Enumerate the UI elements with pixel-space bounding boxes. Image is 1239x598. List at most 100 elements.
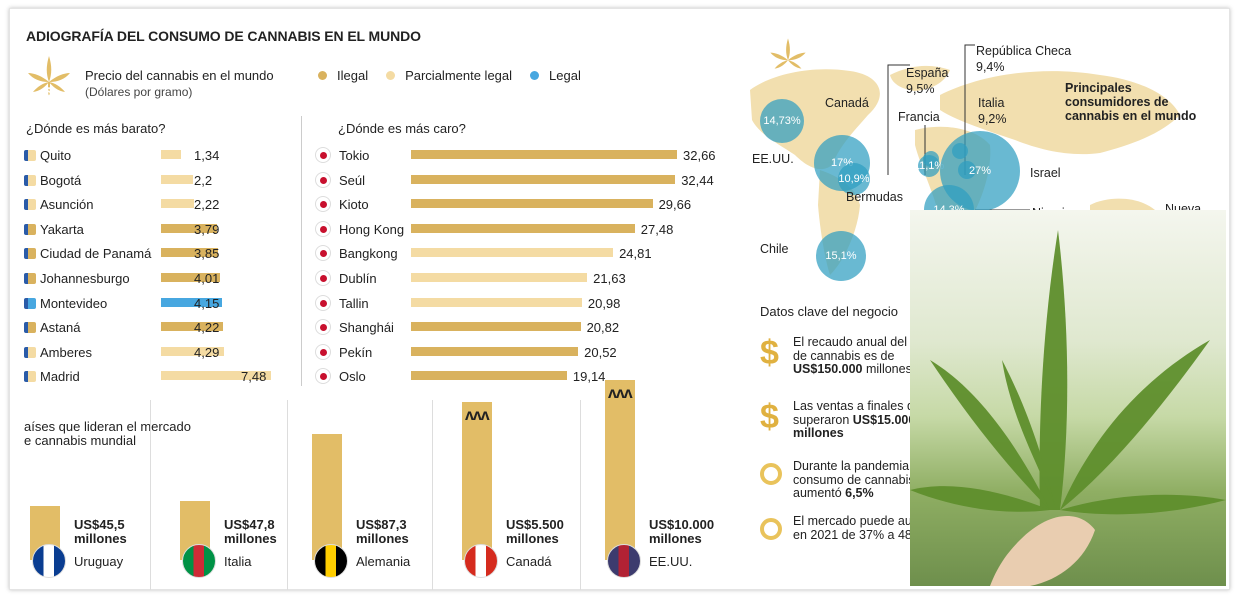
value-label: 27,48 [640,221,674,237]
bar [161,248,218,258]
bar-row: Asunción 2,22 [24,192,296,216]
flag-mark [320,176,327,184]
map-label: Chile [760,242,789,256]
dollar-icon: $ [760,398,779,436]
bar [411,174,676,184]
category-label: Yakarta [40,221,84,237]
bar [161,223,217,233]
legend-item-parcial: Parcialmente legal [386,68,512,83]
value-label: 20,82 [586,320,620,336]
value-label: 4,01 [194,271,220,286]
bar [161,322,224,332]
flag-mark [320,201,327,209]
flag-icon [315,196,331,213]
producers-title-text: aíses que lideran el mercado e cannabis … [24,419,191,448]
category-label: Shanghái [339,320,394,336]
fact-text-bold: 6,5% [845,486,874,500]
bar [411,273,588,282]
bar [411,346,579,356]
category-label: Italia [224,554,252,569]
bar-row: Yakarta 3,79 [24,217,296,241]
bar-row: Shanghái 20,82 [315,315,725,339]
value-label: 3,85 [194,246,220,262]
category-label: Astaná [40,320,81,336]
value-label: 20,52 [584,344,617,360]
category-label: Amberes [40,344,93,360]
flag-icon [607,544,641,578]
legend-label: Parcialmente legal [405,68,513,83]
map-title: Principales consumidores de cannabis en … [1065,81,1197,123]
value-label: 3,79 [194,221,220,237]
expensive-chart-title: ¿Dónde es más caro? [338,121,466,136]
bar-row: Dublín 21,63 [315,266,725,290]
flag-mark [320,324,327,332]
legend-swatch-ilegal [318,71,327,80]
bar-row: Amberes 4,29 [24,340,296,364]
flag-icon [24,199,36,211]
flag-icon [315,343,331,360]
value-label: 4,22 [194,320,220,336]
flag-icon [24,248,36,260]
value-label: 2,22 [194,197,220,213]
map-label: España [906,66,949,80]
bar [312,434,342,560]
cannabis-leaf-icon [770,38,806,69]
bar [411,223,635,233]
flag-icon [315,220,331,237]
bar-row: Madrid 7,48 [24,364,296,388]
category-label: Quito [40,148,72,163]
category-label: Ciudad de Panamá [40,246,152,262]
cheap-chart: Quito 1,34 Bogotá 2,2 Asunción 2,22 Yakarta 3,7… [24,143,296,393]
flag-icon [315,171,331,188]
map-label: Italia [978,96,1005,110]
data-bubble: 11,1% [914,155,944,177]
map-value: 9,4% [976,60,1005,74]
fact-text-bold: US$150.000 [793,362,863,376]
data-bubble: 15,1% [816,231,866,281]
flag-mark [320,299,327,307]
divider [301,116,302,386]
bar [161,199,194,209]
legend-swatch-parcial [386,71,396,80]
bar [161,297,223,307]
bar [411,248,614,258]
axis-break-icon: ʌʌʌ [465,406,490,424]
category-label: Tokio [339,148,370,163]
cannabis-leaf-icon: $ [28,56,70,99]
bar-row: Seúl 32,44 [315,168,725,192]
value-label: 4,15 [194,295,220,311]
category-label: Pekín [339,344,373,360]
bar [161,174,194,184]
legend-unit: (Dólares por gramo) [85,85,193,99]
category-label: Canadá [506,554,552,569]
map-value: 9,2% [978,112,1007,126]
category-label: Johannesburgo [40,271,130,286]
value-label: 7,48 [241,369,267,385]
bar-row: Bogotá 2,2 [24,168,296,192]
value-label: US$5.500 millones [506,517,564,546]
bar [161,346,225,356]
bar [161,371,271,381]
flag-icon [24,371,36,383]
fact-text-b: millones [862,362,912,376]
bar-row: Johannesburgo 4,01 [24,266,296,290]
flag-icon [315,270,331,286]
legend-item-ilegal: Ilegal [318,68,368,83]
flag-icon [24,150,36,161]
value-label: 29,66 [658,197,692,213]
bar-row: Tallin 20,98 [315,291,725,315]
fact-text-bold: US$15.000 millones [793,412,916,440]
bar-row: Pekín 20,52 [315,340,725,364]
flag-mark [320,348,327,356]
bar-row: Oslo 19,14 [315,364,725,388]
bar [411,150,677,159]
flag-icon [315,294,331,311]
flag-icon [24,322,36,334]
fact-text-a: Durante la pandemia el consumo de cannab… [793,459,923,500]
bar-row: Kioto 29,66 [315,192,725,216]
value-label: 1,34 [194,148,220,163]
bar [161,150,181,159]
category-label: Hong Kong [339,221,405,237]
flag-mark [320,275,327,282]
map-label: Francia [898,110,940,124]
